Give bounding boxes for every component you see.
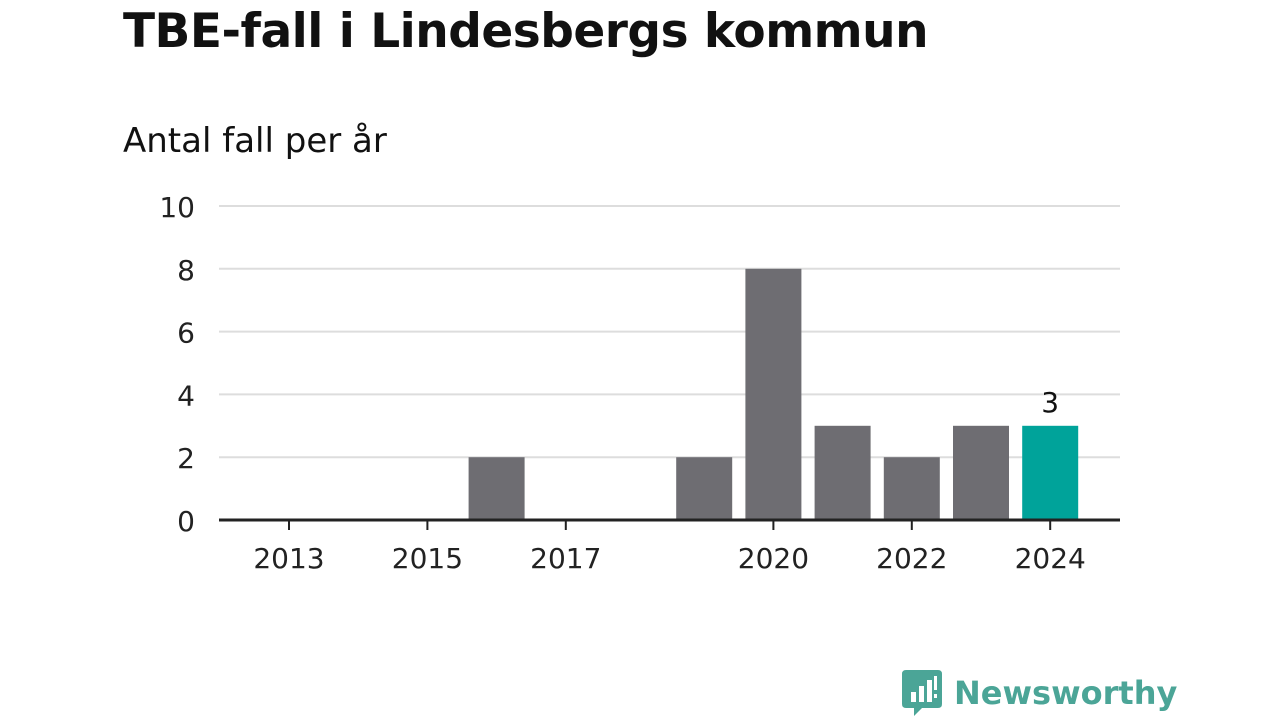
brand-name: Newsworthy (954, 674, 1178, 712)
y-tick-label: 2 (177, 442, 195, 475)
bar-2021 (814, 425, 871, 520)
bar-2022 (883, 457, 940, 520)
bar-2016 (468, 457, 525, 520)
chart-subtitle: Antal fall per år (123, 121, 387, 161)
bar-2019 (676, 457, 733, 520)
x-tick-label: 2022 (876, 542, 947, 575)
y-tick-label: 10 (159, 191, 195, 224)
bar-2020 (745, 268, 802, 520)
chart-title: TBE-fall i Lindesbergs kommun (123, 4, 929, 59)
x-tick-label: 2017 (530, 542, 601, 575)
data-label: 3 (1041, 386, 1059, 419)
y-tick-label: 4 (177, 379, 195, 412)
newsworthy-logo-icon (902, 670, 942, 716)
x-tick-label: 2020 (738, 542, 809, 575)
x-tick-label: 2015 (392, 542, 463, 575)
y-tick-label: 6 (177, 317, 195, 350)
newsworthy-logo: Newsworthy (902, 670, 1177, 716)
bar-2023 (953, 425, 1009, 520)
x-tick-label: 2024 (1015, 542, 1086, 575)
bar-2024 (1022, 425, 1079, 520)
x-tick-label: 2013 (253, 542, 324, 575)
y-tick-label: 8 (177, 254, 195, 287)
y-tick-label: 0 (177, 505, 195, 538)
